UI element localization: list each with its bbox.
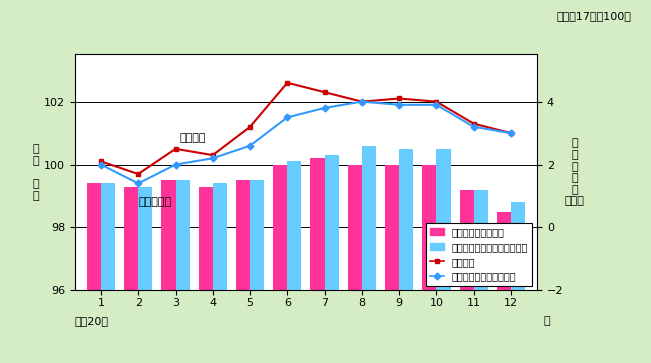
生鮮食品を除く総合指数 — [134, 181, 142, 185]
Line: 生鮮食品を除く総合指数: 生鮮食品を除く総合指数 — [98, 99, 514, 186]
Text: 月: 月 — [544, 316, 550, 326]
Bar — [436, 149, 450, 363]
総合指数 — [172, 147, 180, 151]
生鮮食品を除く総合指数 — [172, 162, 180, 167]
Bar — [399, 149, 413, 363]
Bar — [250, 180, 264, 363]
Bar — [176, 180, 189, 363]
総合指数 — [395, 96, 403, 101]
生鮮食品を除く総合指数 — [432, 103, 440, 107]
Y-axis label: 前
年
同
月
比
（％）: 前 年 同 月 比 （％） — [564, 138, 585, 207]
Y-axis label: 総
合

指
数: 総 合 指 数 — [33, 144, 39, 201]
Bar — [124, 187, 138, 363]
総合指数 — [283, 81, 291, 85]
生鮮食品を除く総合指数 — [246, 143, 254, 148]
Text: （平成17年＝100）: （平成17年＝100） — [557, 11, 631, 21]
Bar — [460, 190, 474, 363]
Bar — [325, 155, 339, 363]
Bar — [213, 183, 227, 363]
Text: 平成20年: 平成20年 — [75, 316, 109, 326]
Bar — [138, 187, 152, 363]
Bar — [101, 183, 115, 363]
Line: 総合指数: 総合指数 — [98, 80, 514, 176]
生鮮食品を除く総合指数 — [507, 131, 515, 135]
Bar — [362, 146, 376, 363]
総合指数 — [470, 122, 478, 126]
総合指数 — [97, 159, 105, 164]
総合指数 — [321, 90, 329, 94]
生鮮食品を除く総合指数 — [358, 99, 366, 104]
生鮮食品を除く総合指数 — [470, 125, 478, 129]
Bar — [385, 164, 399, 363]
Bar — [311, 158, 325, 363]
Bar — [236, 180, 250, 363]
総合指数 — [358, 99, 366, 104]
Bar — [422, 164, 436, 363]
Legend: 前年同月比（総合）, 前年同月比（生鮮除く総合）, 総合指数, 生鮮食品を除く総合指数: 前年同月比（総合）, 前年同月比（生鮮除く総合）, 総合指数, 生鮮食品を除く総… — [426, 223, 533, 286]
総合指数 — [246, 125, 254, 129]
総合指数 — [209, 153, 217, 157]
Bar — [87, 183, 101, 363]
Text: 前年同月比: 前年同月比 — [138, 197, 171, 207]
総合指数 — [432, 99, 440, 104]
Text: 総合指数: 総合指数 — [179, 132, 206, 143]
総合指数 — [507, 131, 515, 135]
生鮮食品を除く総合指数 — [395, 103, 403, 107]
Bar — [287, 162, 301, 363]
生鮮食品を除く総合指数 — [97, 162, 105, 167]
Bar — [497, 212, 511, 363]
Bar — [348, 164, 362, 363]
Bar — [474, 190, 488, 363]
生鮮食品を除く総合指数 — [209, 156, 217, 160]
総合指数 — [134, 172, 142, 176]
生鮮食品を除く総合指数 — [283, 115, 291, 119]
Bar — [511, 202, 525, 363]
Bar — [273, 164, 287, 363]
Bar — [199, 187, 213, 363]
生鮮食品を除く総合指数 — [321, 106, 329, 110]
Bar — [161, 180, 176, 363]
